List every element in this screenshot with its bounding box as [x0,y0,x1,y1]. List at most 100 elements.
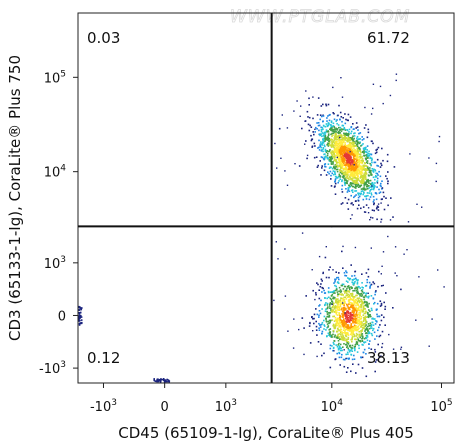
event-dot [336,156,338,159]
event-dot [324,153,326,155]
event-dot [333,167,336,170]
event-dot [354,287,357,290]
event-dot [353,282,356,284]
event-dot [338,159,341,162]
event-dot [366,279,368,281]
event-dot [343,343,345,345]
event-dot [370,192,373,194]
event-dot [367,313,369,316]
event-dot [342,302,344,304]
event-dot [329,128,331,131]
event-dot [363,187,366,189]
event-dot [348,287,351,289]
event-dot [351,347,353,349]
event-dot [339,333,341,335]
event-dot [353,181,356,183]
event-dot [159,380,162,383]
event-dot [366,296,368,298]
event-dot [359,312,362,314]
event-dot [333,282,335,284]
event-dot [333,146,335,149]
event-dot [80,314,82,317]
event-dot [347,153,350,155]
event-dot [355,183,358,185]
event-dot [349,142,352,144]
event-dot [380,164,383,167]
event-dot [359,185,361,187]
event-dot [365,335,368,337]
event-dot [356,326,358,329]
event-dot [316,166,319,168]
event-dot [355,286,357,289]
event-dot [338,336,341,338]
event-dot [343,272,346,274]
event-dot [368,154,371,157]
event-dot [372,188,375,191]
event-dot [342,160,344,162]
event-dot [346,150,348,152]
event-dot [348,301,351,303]
event-dot [334,128,337,131]
event-dot [353,137,355,140]
event-dot [339,132,342,134]
event-dot [322,150,324,153]
y-tick-label: 105 [44,69,66,86]
event-dot [367,131,370,134]
event-dot [339,175,342,177]
event-dot [356,294,358,297]
event-dot [357,163,359,166]
event-dot [364,322,367,325]
event-dot [356,170,358,173]
event-dot [342,314,345,317]
event-dot [333,118,336,121]
event-dot [357,129,359,131]
event-dot [321,354,323,357]
event-dot [369,162,371,165]
event-dot [348,350,351,353]
event-dot [346,285,349,288]
event-dot [350,154,352,156]
event-dot [372,281,374,283]
event-dot [322,146,325,149]
event-dot [333,166,336,168]
event-dot [347,189,349,192]
event-dot [322,287,324,290]
event-dot [318,255,321,258]
event-dot [353,132,355,135]
event-dot [350,156,352,158]
event-dot [338,300,340,302]
event-dot [351,214,353,216]
event-dot [314,128,316,130]
event-dot [328,143,330,145]
event-dot [336,321,338,324]
event-dot [334,132,337,135]
event-dot [338,352,341,355]
event-dot [343,132,345,135]
event-dot [354,325,356,328]
event-dot [79,306,81,308]
event-dot [293,318,295,320]
event-dot [344,139,347,141]
event-dot [334,336,336,338]
event-dot [367,330,369,332]
event-dot [380,221,382,223]
event-dot [364,285,367,287]
event-dot [365,172,368,174]
event-dot [366,339,369,342]
event-dot [341,158,344,160]
event-dot [377,285,379,288]
event-dot [334,178,337,180]
event-dot [337,132,340,134]
event-dot [363,348,366,351]
event-dot [338,131,340,133]
event-dot [342,158,345,161]
event-dot [357,319,359,321]
event-dot [437,269,439,271]
event-dot [320,126,322,129]
event-dot [329,366,332,369]
event-dot [347,293,350,296]
event-dot [318,329,321,331]
event-dot [366,188,369,190]
event-dot [354,171,356,174]
event-dot [330,174,332,177]
